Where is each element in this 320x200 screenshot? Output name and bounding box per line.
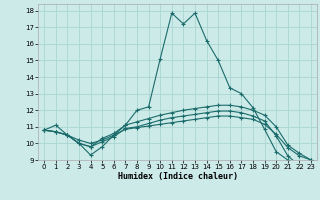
X-axis label: Humidex (Indice chaleur): Humidex (Indice chaleur) (118, 172, 238, 181)
